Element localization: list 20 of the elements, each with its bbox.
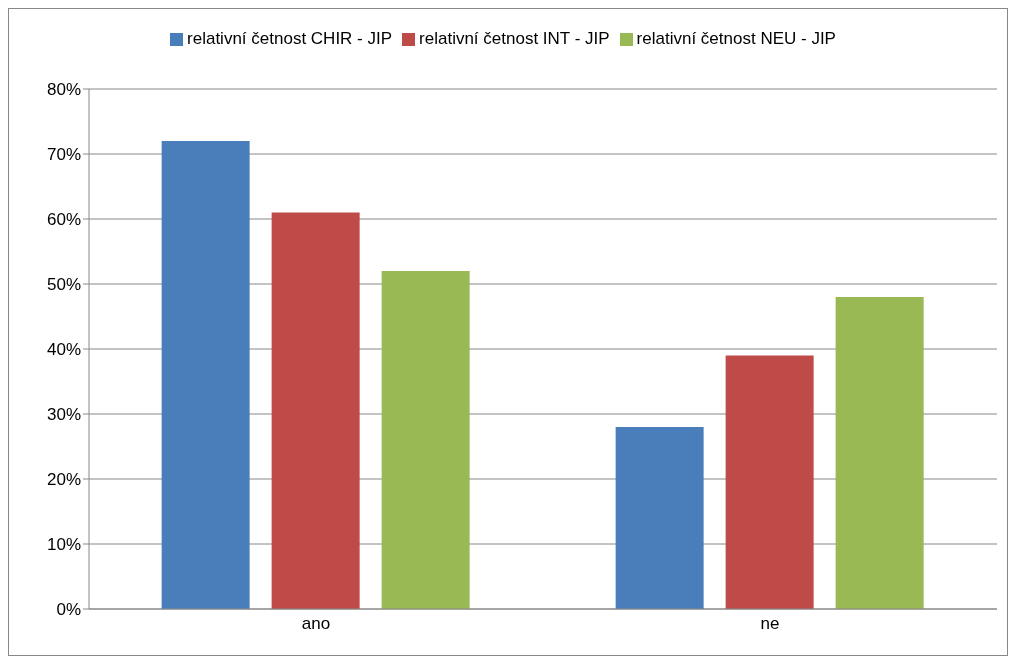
y-tick-label: 60%: [46, 210, 81, 230]
y-tick-label: 30%: [46, 405, 81, 425]
bar: [725, 355, 814, 609]
legend-label: relativní četnost INT - JIP: [419, 29, 610, 48]
bar: [381, 271, 470, 609]
x-tick-label: ano: [301, 614, 331, 634]
y-tick-label: 80%: [46, 80, 81, 100]
bar: [835, 297, 924, 609]
bar: [615, 427, 704, 609]
legend-label: relativní četnost NEU - JIP: [636, 29, 836, 48]
y-tick-label: 0%: [56, 600, 81, 620]
y-tick-label: 70%: [46, 145, 81, 165]
y-tick-label: 20%: [46, 470, 81, 490]
y-tick-label: 50%: [46, 275, 81, 295]
bar: [271, 212, 360, 609]
legend-label: relativní četnost CHIR - JIP: [187, 29, 393, 48]
bar: [161, 141, 250, 609]
y-tick-label: 10%: [46, 535, 81, 555]
x-tick-label: ne: [760, 614, 780, 634]
y-tick-label: 40%: [46, 340, 81, 360]
